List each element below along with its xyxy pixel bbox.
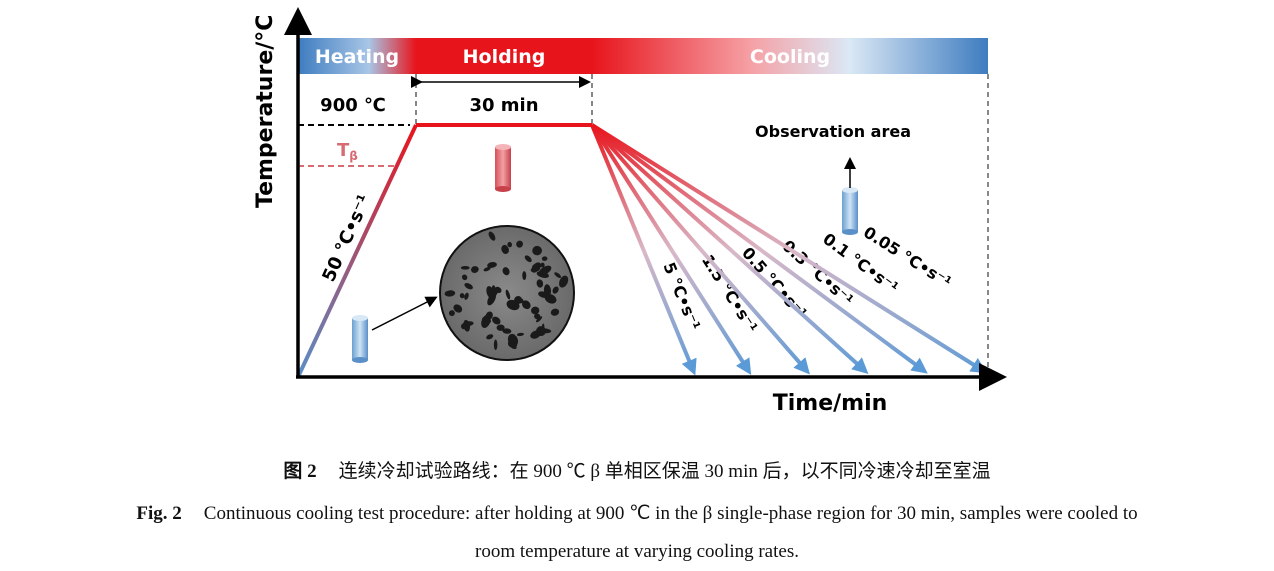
stage-bar-heating xyxy=(298,38,416,74)
alpha-phase-particle xyxy=(544,293,557,304)
caption-en-line2: room temperature at varying cooling rate… xyxy=(475,541,799,562)
alpha-phase-particle xyxy=(554,272,562,278)
stage-bar-holding xyxy=(416,38,592,74)
alpha-phase-particle xyxy=(522,271,527,281)
alpha-phase-particle xyxy=(453,304,463,313)
caption-en: Fig. 2 Continuous cooling test procedure:… xyxy=(0,502,1274,525)
cooling-curve-3 xyxy=(590,123,869,375)
temperature-label: 900 ℃ xyxy=(320,95,386,116)
alpha-phase-particle xyxy=(483,267,491,272)
cooling-curve-0 xyxy=(590,124,697,376)
alpha-phase-particle xyxy=(536,271,549,279)
caption-cn-label: 图 2 xyxy=(283,461,317,482)
alpha-phase-particle xyxy=(550,308,560,316)
alpha-phase-particle xyxy=(487,262,497,268)
alpha-phase-particle xyxy=(491,285,496,294)
alpha-phase-particle xyxy=(507,333,519,347)
alpha-phase-particle xyxy=(559,275,569,288)
cooling-rate-label-0: 5 °C•s⁻¹ xyxy=(659,260,704,333)
cooling-diagram: Heating Holding Cooling 30 min 900 ℃ Tβ … xyxy=(253,7,1007,416)
alpha-phase-particle xyxy=(534,313,541,320)
alpha-phase-particle xyxy=(487,292,497,306)
alpha-phase-particle xyxy=(516,240,524,248)
sample-cylinder-holding xyxy=(495,144,511,192)
sample-cylinder-observation xyxy=(842,157,858,235)
cooling-curve-5 xyxy=(590,123,988,374)
heating-ramp xyxy=(296,124,418,378)
alpha-phase-particle xyxy=(501,244,509,254)
micrograph-pointer xyxy=(371,296,438,331)
alpha-phase-particle xyxy=(540,262,545,268)
alpha-phase-particle xyxy=(502,328,512,334)
stage-label-holding: Holding xyxy=(463,46,546,68)
stage-label-cooling: Cooling xyxy=(750,46,830,68)
caption-en-text-1: Continuous cooling test procedure: after… xyxy=(203,503,1138,524)
alpha-phase-particle xyxy=(536,326,546,336)
alpha-phase-particle xyxy=(461,274,468,281)
alpha-phase-particle xyxy=(459,293,465,299)
observation-label: Observation area xyxy=(755,122,911,141)
cooling-curve-4 xyxy=(590,123,928,374)
alpha-phase-particle xyxy=(535,316,543,323)
x-axis-label: Time/min xyxy=(773,391,888,416)
alpha-phase-particle xyxy=(524,255,532,263)
alpha-phase-particle xyxy=(488,231,496,241)
alpha-phase-particle xyxy=(481,314,491,328)
cooling-curve-2 xyxy=(590,123,810,375)
alpha-phase-particle xyxy=(536,279,544,288)
alpha-phase-particle xyxy=(532,245,542,256)
dashed-guides xyxy=(415,74,989,377)
cooling-curve-1 xyxy=(590,123,752,376)
alpha-phase-particle xyxy=(530,267,538,273)
alpha-phase-particle xyxy=(507,241,512,248)
alpha-phase-particle xyxy=(531,306,540,315)
alpha-phase-particle xyxy=(464,282,473,290)
alpha-phase-particle xyxy=(444,290,456,297)
alpha-phase-particle xyxy=(492,316,501,325)
y-axis-label: Temperature/°C xyxy=(253,15,278,208)
alpha-phase-particle xyxy=(552,286,559,294)
alpha-phase-particle xyxy=(460,265,470,270)
tbeta-label: Tβ xyxy=(337,140,358,163)
alpha-phase-particle xyxy=(464,292,469,300)
alpha-phase-particle xyxy=(486,334,494,340)
alpha-phase-particle xyxy=(461,323,467,330)
microstructure-image xyxy=(439,225,575,361)
alpha-phase-particle xyxy=(496,324,505,331)
stage-bar-cooling xyxy=(592,38,988,74)
alpha-phase-particle xyxy=(521,300,531,310)
holding-time-label: 30 min xyxy=(469,95,538,116)
alpha-phase-particle xyxy=(505,289,511,300)
alpha-phase-particle xyxy=(471,266,479,273)
caption-cn-text: 连续冷却试验路线：在 900 ℃ β 单相区保温 30 min 后，以不同冷速冷… xyxy=(338,461,991,482)
stage-label-heating: Heating xyxy=(315,46,399,68)
alpha-phase-particle xyxy=(502,267,510,276)
alpha-phase-particle xyxy=(543,284,552,297)
caption-cn: 图 2 连续冷却试验路线：在 900 ℃ β 单相区保温 30 min 后，以不同… xyxy=(0,456,1274,483)
alpha-phase-particle xyxy=(541,256,548,261)
caption-en-label: Fig. 2 xyxy=(136,503,182,524)
sample-cylinder-initial xyxy=(352,315,368,363)
alpha-phase-particle xyxy=(448,310,455,317)
cooling-curves: 5 °C•s⁻¹1.5 °C•s⁻¹0.5 °C•s⁻¹0.3 °C•s⁻¹0.… xyxy=(590,123,988,376)
alpha-phase-particle xyxy=(517,298,524,304)
alpha-phase-particle xyxy=(493,339,498,351)
alpha-phase-particle xyxy=(516,332,524,337)
